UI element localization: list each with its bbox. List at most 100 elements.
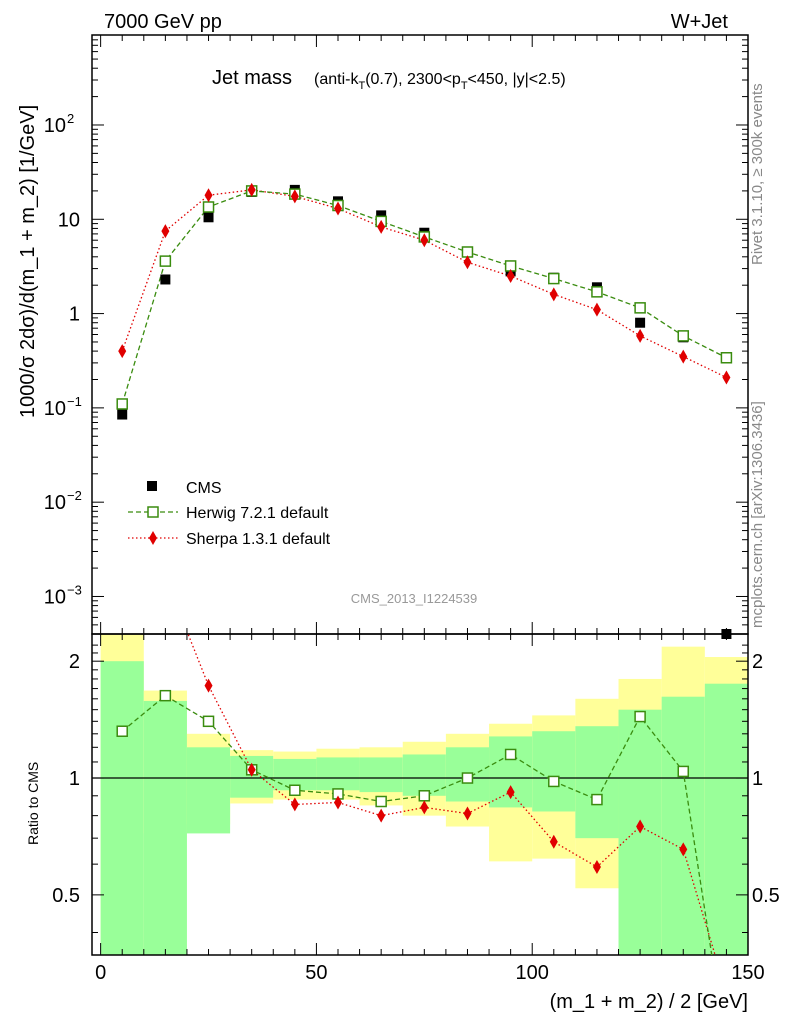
sherpa-point	[592, 302, 601, 317]
legend-sherpa-label: Sherpa 1.3.1 default	[186, 531, 331, 548]
herwig-ratio-point	[116, 725, 128, 737]
sherpa-point	[377, 219, 386, 234]
sherpa-point	[290, 189, 299, 204]
herwig-point	[720, 352, 733, 364]
sherpa-ratio-point	[334, 795, 342, 810]
sherpa-ratio-point	[549, 834, 558, 849]
sherpa-point	[247, 182, 256, 197]
sherpa-point	[549, 287, 558, 302]
herwig-point	[634, 302, 646, 314]
sherpa-ratio-point	[247, 762, 256, 777]
cms-data-point	[117, 409, 128, 420]
ratio-y-tick-label-right: 0.5	[752, 885, 780, 907]
legend-herwig-marker	[147, 506, 159, 518]
plot-title: Jet mass (anti-kT(0.7), 2300<pT<450, |y|…	[212, 67, 566, 92]
herwig-ratio-point	[677, 765, 690, 778]
sherpa-ratio-point	[506, 785, 515, 800]
herwig-point	[591, 286, 603, 298]
herwig-ratio-point	[418, 790, 431, 802]
main-y-tick-label: 10	[58, 209, 80, 231]
sherpa-ratio-point	[204, 678, 213, 693]
sherpa-ratio-point	[636, 819, 645, 834]
ratio-y-tick-label-right: 2	[752, 651, 763, 673]
sherpa-point	[420, 233, 429, 248]
ratio-band-stat	[316, 757, 360, 791]
sherpa-point	[334, 201, 342, 216]
ratio-band-stat	[143, 700, 187, 955]
sherpa-ratio-point	[290, 797, 299, 812]
ratio-band-stat	[575, 726, 619, 839]
header-process-label: W+Jet	[671, 11, 729, 33]
herwig-point	[677, 330, 690, 342]
ratio-series	[116, 634, 716, 955]
legend-cms-label: CMS	[186, 480, 222, 497]
cms-data-point	[635, 317, 646, 328]
x-tick-label: 150	[731, 962, 764, 984]
herwig-ratio-point	[159, 689, 172, 702]
legend-cms-marker	[147, 481, 157, 491]
ratio-band-stat	[186, 747, 231, 834]
herwig-ratio-point	[504, 748, 517, 761]
main-y-tick-label: 10	[44, 586, 66, 608]
ratio-y-axis-label: Ratio to CMS	[25, 762, 41, 845]
sherpa-point	[636, 328, 645, 343]
x-axis-label: (m_1 + m_2) / 2 [GeV]	[550, 991, 748, 1013]
sherpa-point	[204, 188, 213, 203]
sherpa-point	[679, 349, 688, 364]
sherpa-point	[506, 269, 515, 284]
ratio-y-tick-label: 0.5	[52, 885, 80, 907]
rivet-version-label: Rivet 3.1.10, ≥ 300k events	[749, 83, 766, 265]
main-series	[116, 182, 733, 639]
main-y-tick-exponent: 2	[67, 111, 74, 126]
herwig-point	[548, 272, 560, 285]
sherpa-ratio-point	[679, 842, 688, 857]
main-y-tick-exponent: −2	[67, 488, 82, 503]
ratio-band-stat	[402, 754, 446, 796]
sherpa-ratio-point	[420, 800, 429, 815]
ratio-band-stat	[532, 731, 576, 812]
ratio-y-tick-label-right: 1	[752, 768, 763, 790]
herwig-ratio-point	[548, 775, 560, 788]
title-main: Jet mass	[212, 67, 292, 89]
legend: CMS Herwig 7.2.1 default Sherpa 1.3.1 de…	[128, 480, 331, 548]
legend-sherpa-marker	[149, 531, 157, 545]
herwig-point	[116, 398, 128, 410]
sherpa-ratio-point	[377, 808, 386, 823]
x-tick-label: 100	[516, 962, 549, 984]
source-label: mcplots.cern.ch [arXiv:1306.3436]	[749, 401, 766, 628]
main-y-tick-label: 10	[44, 492, 66, 514]
ratio-band-stat	[704, 683, 748, 955]
sherpa-point	[463, 255, 472, 270]
herwig-ratio-point	[634, 710, 646, 723]
herwig-ratio-point	[375, 795, 387, 808]
title-detail: (anti-kT(0.7), 2300<pT<450, |y|<2.5)	[314, 71, 566, 92]
ratio-series-clipped	[116, 634, 716, 955]
x-tick-label: 0	[95, 962, 106, 984]
ratio-y-tick-label: 1	[69, 768, 80, 790]
analysis-watermark: CMS_2013_I1224539	[351, 591, 478, 606]
herwig-point	[202, 201, 215, 213]
cms-data-point	[721, 629, 732, 639]
sherpa-point	[722, 370, 731, 385]
main-y-tick-label: 10	[44, 115, 66, 137]
herwig-ratio-point	[591, 793, 603, 806]
cms-data-point	[203, 212, 214, 223]
herwig-ratio-point	[461, 772, 474, 784]
legend-herwig-label: Herwig 7.2.1 default	[186, 505, 329, 522]
main-y-axis-label: 1000/σ 2dσ)/d(m_1 + m_2) [1/GeV]	[17, 105, 39, 418]
herwig-point	[159, 255, 172, 267]
ratio-band-stat	[359, 757, 403, 793]
ratio-band-stat	[100, 661, 144, 955]
sherpa-ratio-point	[592, 859, 601, 874]
sherpa-ratio-point	[463, 806, 472, 821]
herwig-line	[121, 190, 727, 405]
sherpa-point	[161, 224, 170, 239]
x-tick-label: 50	[305, 962, 327, 984]
main-y-tick-label: 1	[69, 304, 80, 326]
ratio-uncertainty-bands	[100, 634, 748, 955]
main-y-tick-exponent: −1	[67, 394, 82, 409]
cms-data-point	[376, 210, 387, 221]
main-y-tick-label: 10	[44, 398, 66, 420]
